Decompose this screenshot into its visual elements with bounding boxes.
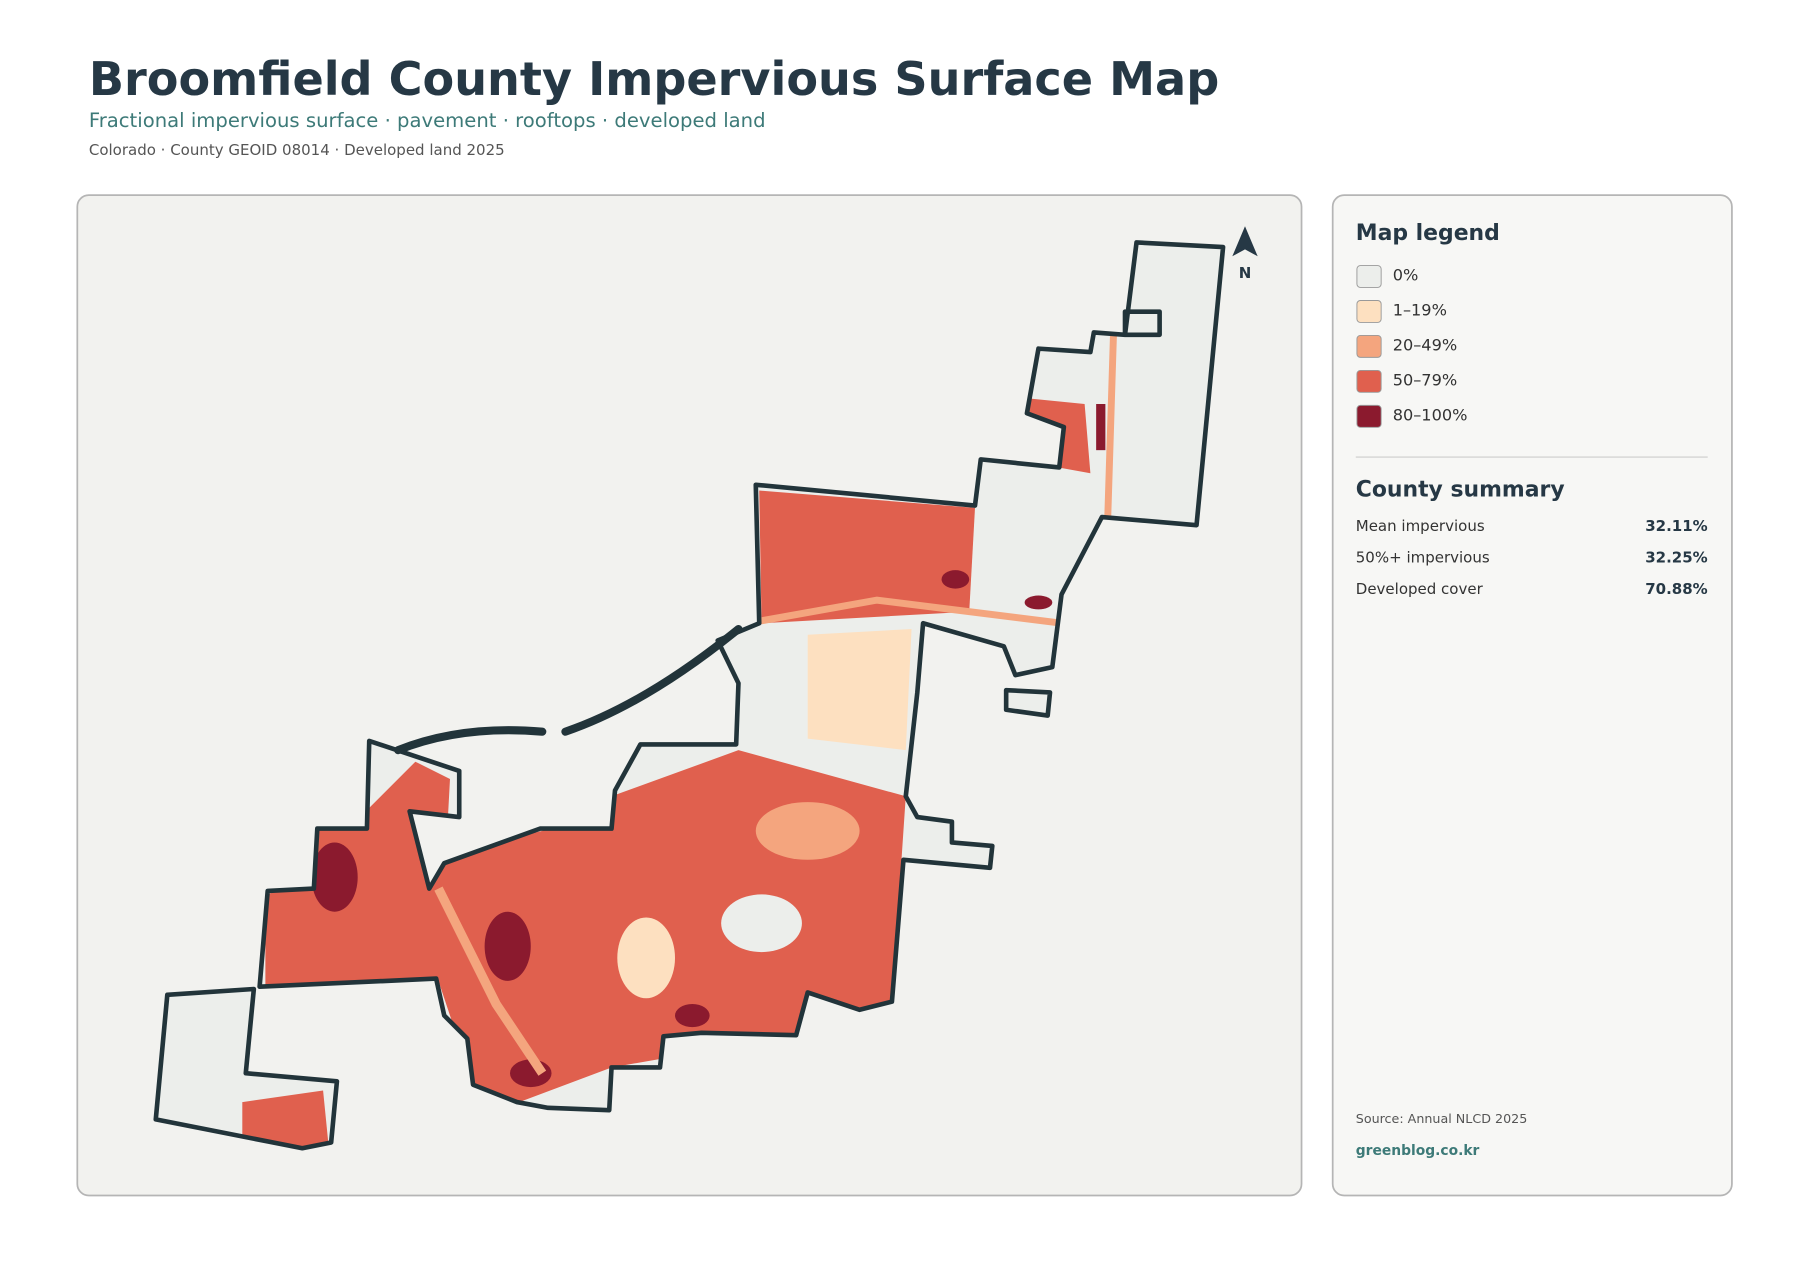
tier-area	[311, 842, 358, 912]
road	[434, 886, 547, 1076]
source: Source: Annual NLCD 2025	[1356, 1111, 1528, 1126]
subtitle: Fractional impervious surface · pavement…	[89, 109, 766, 132]
summary-label: Developed cover	[1356, 580, 1484, 598]
legend-label: 0%	[1393, 266, 1419, 285]
legend-swatch	[1356, 300, 1382, 323]
tier-area	[242, 1090, 329, 1149]
legend-swatch	[1356, 335, 1382, 358]
tier-area	[759, 490, 975, 624]
tier-area	[1024, 595, 1053, 610]
tier-area	[617, 917, 675, 999]
summary-label: 50%+ impervious	[1356, 548, 1490, 566]
legend-label: 20–49%	[1393, 335, 1457, 354]
tier-area	[755, 802, 860, 860]
legend-swatch	[1356, 369, 1382, 393]
tier-area	[738, 646, 808, 722]
summary-title: County summary	[1356, 477, 1565, 502]
legend-label: 50–79%	[1393, 370, 1457, 389]
north-arrow	[1232, 226, 1258, 257]
legend-title: Map legend	[1356, 221, 1500, 246]
credit: greenblog.co.kr	[1356, 1143, 1480, 1159]
tier-area	[265, 750, 906, 1103]
road	[714, 596, 1062, 633]
meta: Colorado · County GEOID 08014 · Develope…	[89, 141, 505, 159]
legend-items: 0% 1–19% 20–49% 50–79% 80–100%	[1356, 265, 1468, 428]
title: Broomfield County Impervious Surface Map	[89, 52, 1219, 106]
tier-area	[807, 629, 912, 751]
county-outline	[153, 240, 1226, 1151]
tier-area	[675, 1004, 710, 1028]
summary-value: 70.88%	[1645, 580, 1707, 598]
north-label: N	[1239, 264, 1252, 282]
summary-rows: Mean impervious 32.11% 50%+ impervious 32.2…	[1356, 517, 1708, 598]
legend-label: 1–19%	[1393, 301, 1447, 320]
legend-panel	[1331, 194, 1733, 1197]
summary-label: Mean impervious	[1356, 517, 1485, 535]
tier-area	[484, 911, 531, 981]
legend-label: 80–100%	[1393, 405, 1468, 424]
legend-swatch	[1356, 404, 1382, 428]
summary-value: 32.11%	[1645, 517, 1707, 535]
tier-area	[941, 570, 970, 589]
tier-area	[721, 894, 802, 953]
legend-swatch	[1356, 265, 1382, 288]
tier-area	[1096, 404, 1106, 451]
summary-value: 32.25%	[1645, 548, 1707, 566]
county-corridor	[394, 624, 743, 755]
